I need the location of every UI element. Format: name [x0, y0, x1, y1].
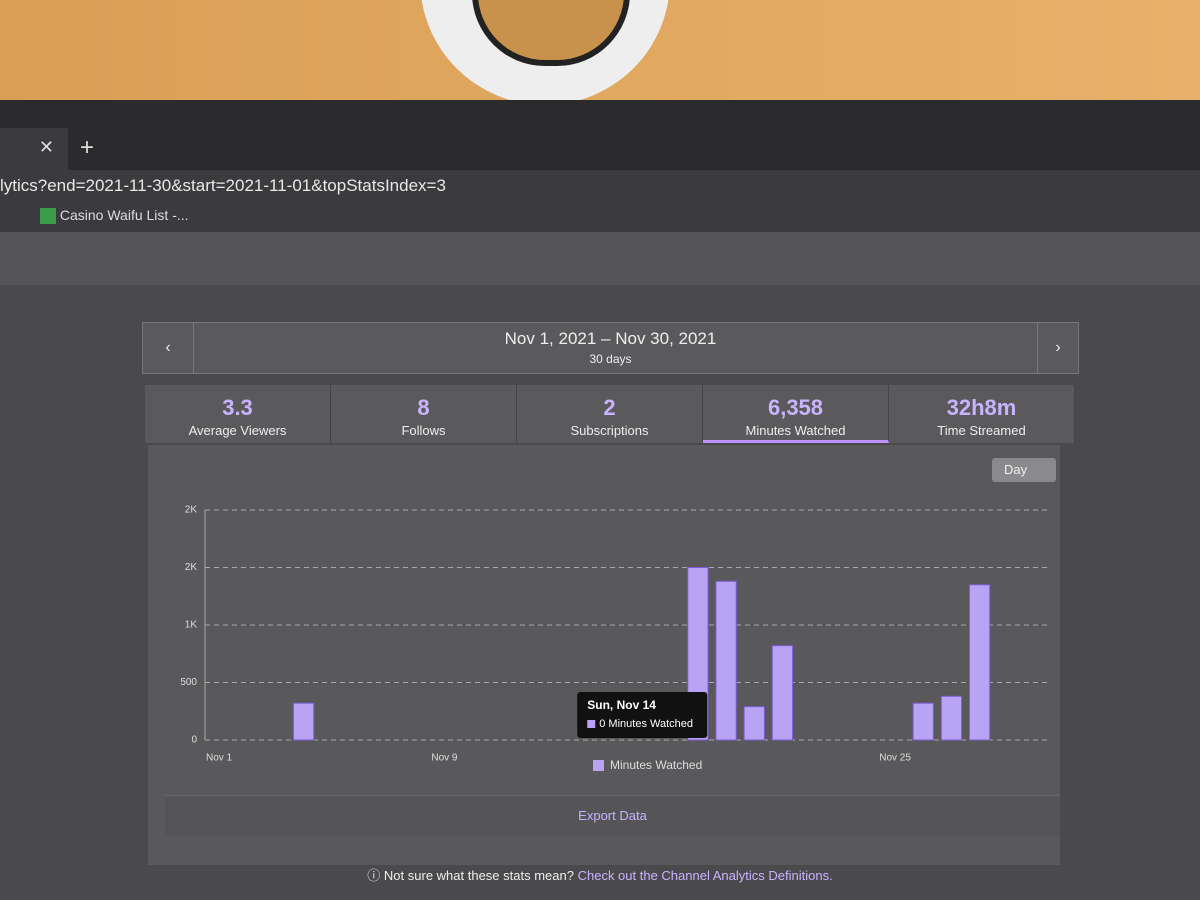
bookmarks-bar: Casino Waifu List -...: [0, 202, 1200, 233]
stat[interactable]: 6,358 Minutes Watched: [703, 385, 889, 443]
stat-value: 8: [417, 395, 430, 420]
bar: [940, 695, 963, 741]
stat-label: Subscriptions: [570, 423, 649, 438]
legend-label: Minutes Watched: [610, 758, 702, 772]
bar: [743, 706, 765, 741]
stats: 3.3 Average Viewers 8 Follows 2 Subscriptions…: [145, 385, 1075, 443]
range-title: Nov 1, 2021 – Nov 30, 2021: [504, 329, 717, 348]
address-bar[interactable]: lytics?end=2021-11-30&start=2021-11-01&t…: [0, 170, 1200, 202]
header: [0, 233, 1200, 285]
x-tick-label: Nov 25: [879, 753, 911, 764]
footer: ⓘ Not sure what these stats mean? Check …: [367, 868, 833, 883]
y-tick-label: 2K: [185, 562, 198, 573]
date-range: ‹ › Nov 1, 2021 – Nov 30, 2021 30 days: [142, 322, 1079, 374]
stat-label: Average Viewers: [188, 423, 287, 438]
bar: [771, 645, 794, 741]
stat-value: 3.3: [222, 395, 253, 420]
tab-close[interactable]: ✕: [0, 128, 68, 170]
x-tick-label: Nov 1: [206, 753, 233, 764]
range-subtitle: 30 days: [589, 352, 632, 366]
tooltip: [577, 692, 708, 738]
tooltip-text: 0 Minutes Watched: [599, 718, 693, 730]
tab-bar: [0, 100, 1200, 170]
y-tick-label: 500: [180, 677, 197, 688]
tooltip-swatch: [587, 720, 596, 728]
footer-question: Not sure what these stats mean?: [383, 868, 574, 883]
bar: [968, 584, 991, 741]
stat-value: 6,358: [767, 395, 824, 420]
interval-select[interactable]: Day: [992, 458, 1056, 482]
stat[interactable]: 32h8m Time Streamed: [889, 385, 1075, 443]
legend-swatch: [593, 760, 604, 771]
stat[interactable]: 3.3 Average Viewers: [145, 385, 331, 443]
new-tab[interactable]: +: [80, 134, 95, 161]
y-tick-label: 2K: [185, 505, 198, 516]
export-button[interactable]: Export Data: [165, 795, 1060, 836]
y-tick-label: 0: [191, 735, 197, 746]
stat-label: Time Streamed: [937, 423, 1026, 438]
stat-label: Minutes Watched: [745, 423, 846, 438]
next[interactable]: ›: [1037, 323, 1078, 373]
x-tick-label: Nov 9: [431, 753, 458, 764]
stat-value: 32h8m: [946, 395, 1017, 420]
tooltip-title: Sun, Nov 14: [587, 698, 656, 712]
bar: [715, 580, 737, 741]
bar: [912, 702, 934, 741]
stat[interactable]: 8 Follows: [331, 385, 517, 443]
y-tick-label: 1K: [185, 620, 198, 631]
stat-label: Follows: [401, 423, 446, 438]
bookmark[interactable]: Casino Waifu List -...: [59, 207, 189, 223]
footer-link[interactable]: Check out the Channel Analytics Definiti…: [577, 868, 833, 883]
prev[interactable]: ‹: [143, 323, 194, 373]
bar: [292, 702, 315, 741]
stat-value: 2: [603, 395, 616, 420]
stat[interactable]: 2 Subscriptions: [517, 385, 703, 443]
